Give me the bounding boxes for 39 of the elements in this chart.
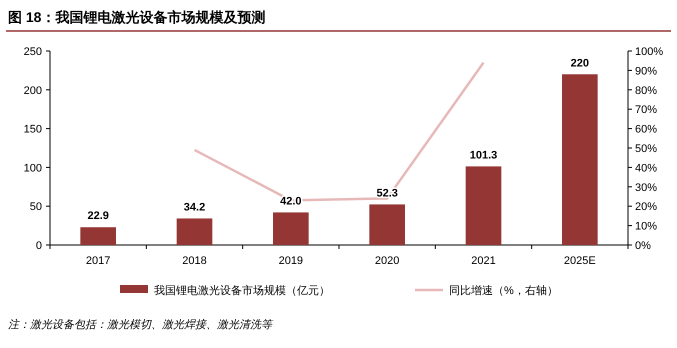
y-tick-label: 0 [36,240,42,252]
data-label: 52.3 [376,187,398,200]
y-tick-label: 50 [30,201,42,214]
x-tick-label: 2021 [471,255,496,267]
y2-tick-label: 0% [635,240,652,252]
y2-tick-label: 80% [635,84,658,97]
data-label: 220 [570,57,590,70]
x-tick-label: 2017 [86,255,110,267]
y2-tick-label: 100% [635,46,664,58]
data-label: 42.0 [280,195,302,208]
bar [273,212,309,245]
y-tick-label: 200 [24,84,42,97]
y2-tick-label: 70% [635,104,658,116]
y-tick-label: 150 [24,124,42,136]
text: 注：激光设备包括：激光模切、激光焊接、激光清洗等 [8,318,274,331]
data-label: 34.2 [184,201,206,214]
bar [466,166,502,245]
x-tick-label: 2018 [182,255,207,267]
y2-tick-label: 50% [635,143,658,155]
x-tick-label: 2019 [278,255,304,267]
bar [369,204,405,245]
x-tick-label: 2025E [564,255,596,267]
y-tick-label: 100 [24,162,42,174]
bar [176,218,212,245]
bar [80,227,116,245]
y2-tick-label: 60% [635,124,658,136]
legend-label: 我国锂电激光设备市场规模（亿元） [154,284,330,297]
y2-tick-label: 20% [635,201,658,214]
y2-tick-label: 30% [635,182,658,194]
x-tick-label: 2020 [374,255,400,267]
y2-tick-label: 90% [635,65,658,78]
data-label: 101.3 [470,149,498,162]
y2-tick-label: 40% [635,162,658,174]
y-tick-label: 250 [24,46,42,58]
chart-title: 图 18：我国锂电激光设备市场规模及预测 [8,9,266,25]
data-label: 22.9 [87,210,109,222]
legend-label: 同比增速（%，右轴） [449,284,558,297]
bar [562,74,598,245]
y2-tick-label: 10% [635,220,658,233]
